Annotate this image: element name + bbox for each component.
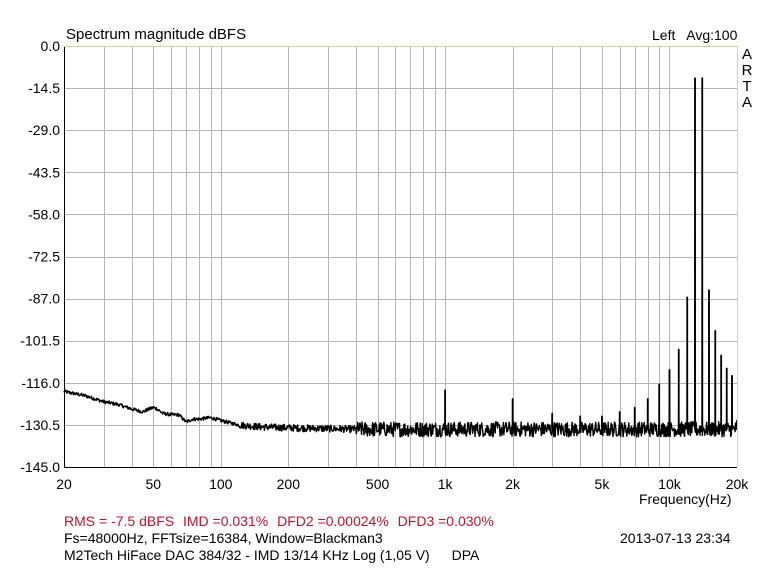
- y-tick-label: -145.0: [20, 459, 60, 475]
- y-tick-label: -87.0: [28, 291, 60, 307]
- channel-label: Left: [652, 27, 676, 43]
- x-tick-label: 10k: [658, 476, 682, 492]
- x-tick-label: 20k: [726, 476, 750, 492]
- x-axis-title: Frequency(Hz): [639, 491, 732, 507]
- y-tick-label: -43.5: [28, 164, 60, 180]
- channel-indicator: Left Avg:100: [652, 27, 737, 43]
- averaging-label: Avg:100: [686, 27, 738, 43]
- brand-letter: T: [742, 78, 752, 95]
- brand-logo: A R T A: [741, 47, 753, 111]
- x-tick-label: 1k: [438, 476, 454, 492]
- x-tick-label: 20: [56, 476, 72, 492]
- x-tick-label: 200: [277, 476, 301, 492]
- plot-area: [64, 46, 737, 467]
- x-tick-label: 5k: [595, 476, 611, 492]
- imd-value: IMD =0.031%: [182, 513, 269, 529]
- timestamp: 2013-07-13 23:34: [620, 530, 731, 546]
- y-tick-label: -130.5: [20, 417, 60, 433]
- y-tick-label: -14.5: [28, 80, 60, 96]
- device-tag: DPA: [451, 547, 480, 563]
- device-name: M2Tech HiFace DAC 384/32 - IMD 13/14 KHz…: [64, 547, 430, 563]
- y-tick-label: 0.0: [41, 38, 61, 54]
- x-tick-label: 500: [366, 476, 390, 492]
- dfd2-value: DFD2 =0.00024%: [277, 513, 389, 529]
- y-tick-label: -101.5: [20, 333, 60, 349]
- analysis-settings: Fs=48000Hz, FFTsize=16384, Window=Blackm…: [64, 530, 383, 546]
- y-tick-label: -29.0: [28, 122, 60, 138]
- brand-letter: A: [741, 46, 752, 63]
- measurement-summary: RMS = -7.5 dBFS IMD =0.031% DFD2 =0.0002…: [64, 513, 499, 529]
- brand-letter: A: [741, 94, 752, 111]
- brand-letter: R: [741, 62, 753, 79]
- y-tick-label: -116.0: [21, 375, 60, 391]
- device-description: M2Tech HiFace DAC 384/32 - IMD 13/14 KHz…: [64, 547, 479, 563]
- x-tick-label: 100: [209, 476, 233, 492]
- spectrum-trace: [63, 77, 738, 438]
- y-tick-label: -58.0: [28, 206, 60, 222]
- dfd3-value: DFD3 =0.030%: [397, 513, 494, 529]
- rms-value: RMS = -7.5 dBFS: [64, 513, 175, 529]
- x-tick-label: 2k: [505, 476, 521, 492]
- y-tick-label: -72.5: [28, 249, 60, 265]
- chart-title: Spectrum magnitude dBFS: [66, 26, 247, 43]
- x-tick-label: 50: [145, 476, 161, 492]
